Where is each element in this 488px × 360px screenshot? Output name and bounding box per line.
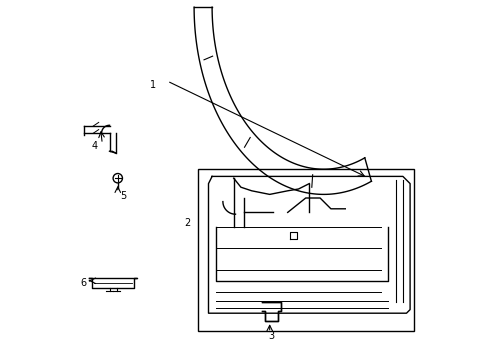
Text: 6: 6 bbox=[81, 278, 86, 288]
Text: 2: 2 bbox=[183, 218, 190, 228]
Text: 5: 5 bbox=[120, 191, 126, 201]
Polygon shape bbox=[261, 302, 281, 321]
Bar bbox=[197, 169, 413, 331]
Text: 3: 3 bbox=[268, 331, 274, 341]
Text: 4: 4 bbox=[92, 141, 98, 151]
Text: 1: 1 bbox=[149, 80, 156, 90]
